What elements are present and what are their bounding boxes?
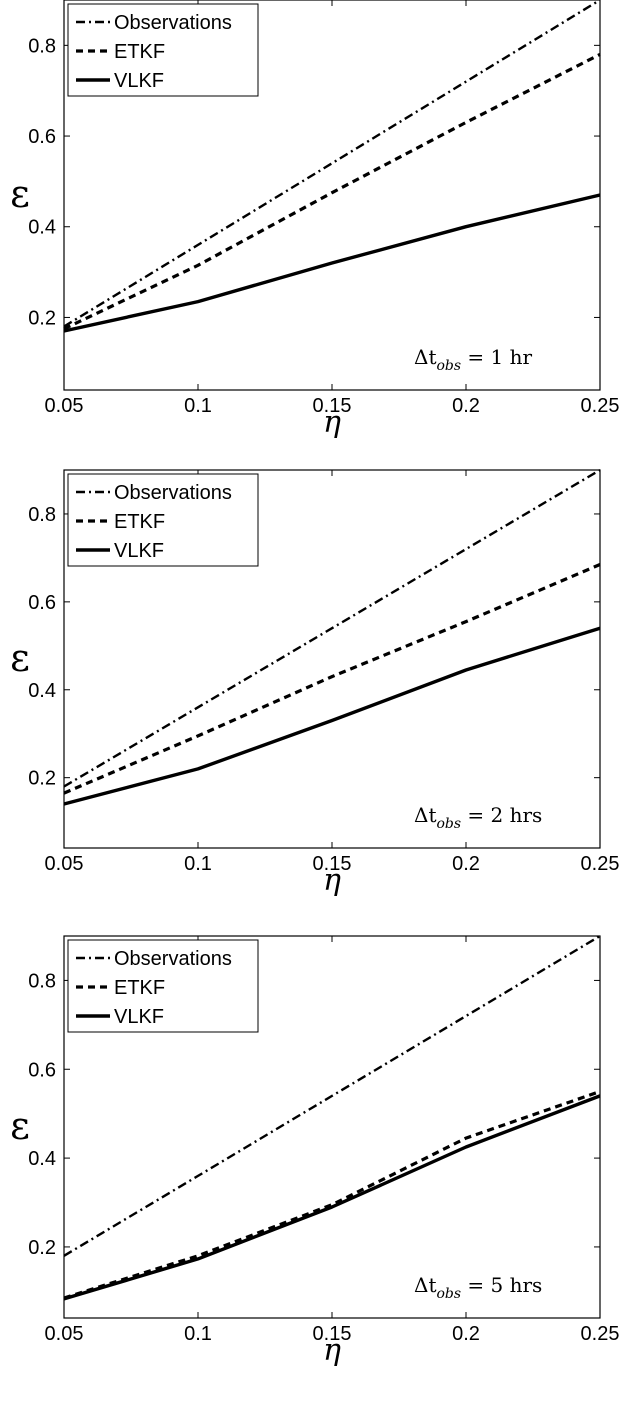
y-tick-label: 0.2: [28, 307, 56, 329]
x-tick-label: 0.1: [184, 1323, 212, 1345]
y-tick-label: 0.6: [28, 126, 56, 148]
x-tick-label: 0.2: [452, 395, 480, 417]
series-line-observations: [63, 468, 601, 788]
legend-entry: Observations: [114, 948, 232, 970]
x-tick-label: 0.05: [45, 853, 84, 875]
y-tick-label: 0.6: [28, 1059, 56, 1081]
chart-panel-2: 0.05 0.1 0.15 0.2 0.25 0.2 0.4 0.6 0.8 η ε Observat…: [10, 468, 620, 898]
x-tick-label: 0.15: [313, 1323, 352, 1345]
y-tick-label: 0.6: [28, 592, 56, 614]
x-tick-label: 0.25: [581, 1323, 620, 1345]
y-tick-label: 0.4: [28, 680, 56, 702]
y-tick-label: 0.8: [28, 35, 56, 57]
series-line-vlkf: [63, 193, 601, 333]
x-tick-label: 0.25: [581, 853, 620, 875]
legend-entry: VLKF: [114, 70, 164, 92]
x-axis-label: η: [323, 1333, 341, 1368]
x-tick-label: 0.15: [313, 853, 352, 875]
y-axis-label: ε: [10, 172, 30, 216]
annotation: Δtobs = 5 hrs: [414, 1273, 542, 1302]
x-tick-label: 0.05: [45, 1323, 84, 1345]
series-line-observations: [63, 934, 601, 1257]
y-tick-label: 0.8: [28, 504, 56, 526]
legend-entry: Observations: [114, 482, 232, 504]
series-line-etkf: [63, 52, 601, 331]
y-tick-label: 0.2: [28, 1237, 56, 1259]
y-tick-label: 0.4: [28, 1148, 56, 1170]
y-axis-label: ε: [10, 1104, 30, 1148]
legend-entry: ETKF: [114, 511, 165, 533]
annotation: Δtobs = 2 hrs: [414, 803, 542, 832]
x-tick-label: 0.1: [184, 395, 212, 417]
legend-entry: Observations: [114, 12, 232, 34]
legend-entry: ETKF: [114, 977, 165, 999]
chart-panel-1: 0.05 0.1 0.15 0.2 0.25 0.2 0.4 0.6 0.8 η ε Observat…: [10, 0, 619, 440]
x-tick-label: 0.2: [452, 853, 480, 875]
series-line-etkf: [63, 1089, 601, 1300]
legend-box: [67, 3, 259, 97]
legend-entry: VLKF: [114, 540, 164, 562]
series-line-vlkf: [63, 1094, 601, 1301]
annotation: Δtobs = 1 hr: [414, 345, 532, 374]
x-tick-label: 0.25: [581, 395, 620, 417]
legend-entry: VLKF: [114, 1006, 164, 1028]
y-tick-label: 0.4: [28, 217, 56, 239]
chart-panel-3: 0.05 0.1 0.15 0.2 0.25 0.2 0.4 0.6 0.8 η ε Observat…: [10, 934, 620, 1368]
x-tick-label: 0.15: [313, 395, 352, 417]
x-axis-label: η: [323, 405, 341, 440]
x-tick-label: 0.2: [452, 1323, 480, 1345]
x-tick-label: 0.1: [184, 853, 212, 875]
series-line-etkf: [63, 563, 601, 795]
legend-entry: ETKF: [114, 41, 165, 63]
y-tick-label: 0.2: [28, 768, 56, 790]
x-tick-label: 0.05: [45, 395, 84, 417]
y-axis-label: ε: [10, 636, 30, 680]
x-axis-label: η: [323, 863, 341, 898]
series-line-vlkf: [63, 626, 601, 806]
y-tick-label: 0.8: [28, 970, 56, 992]
